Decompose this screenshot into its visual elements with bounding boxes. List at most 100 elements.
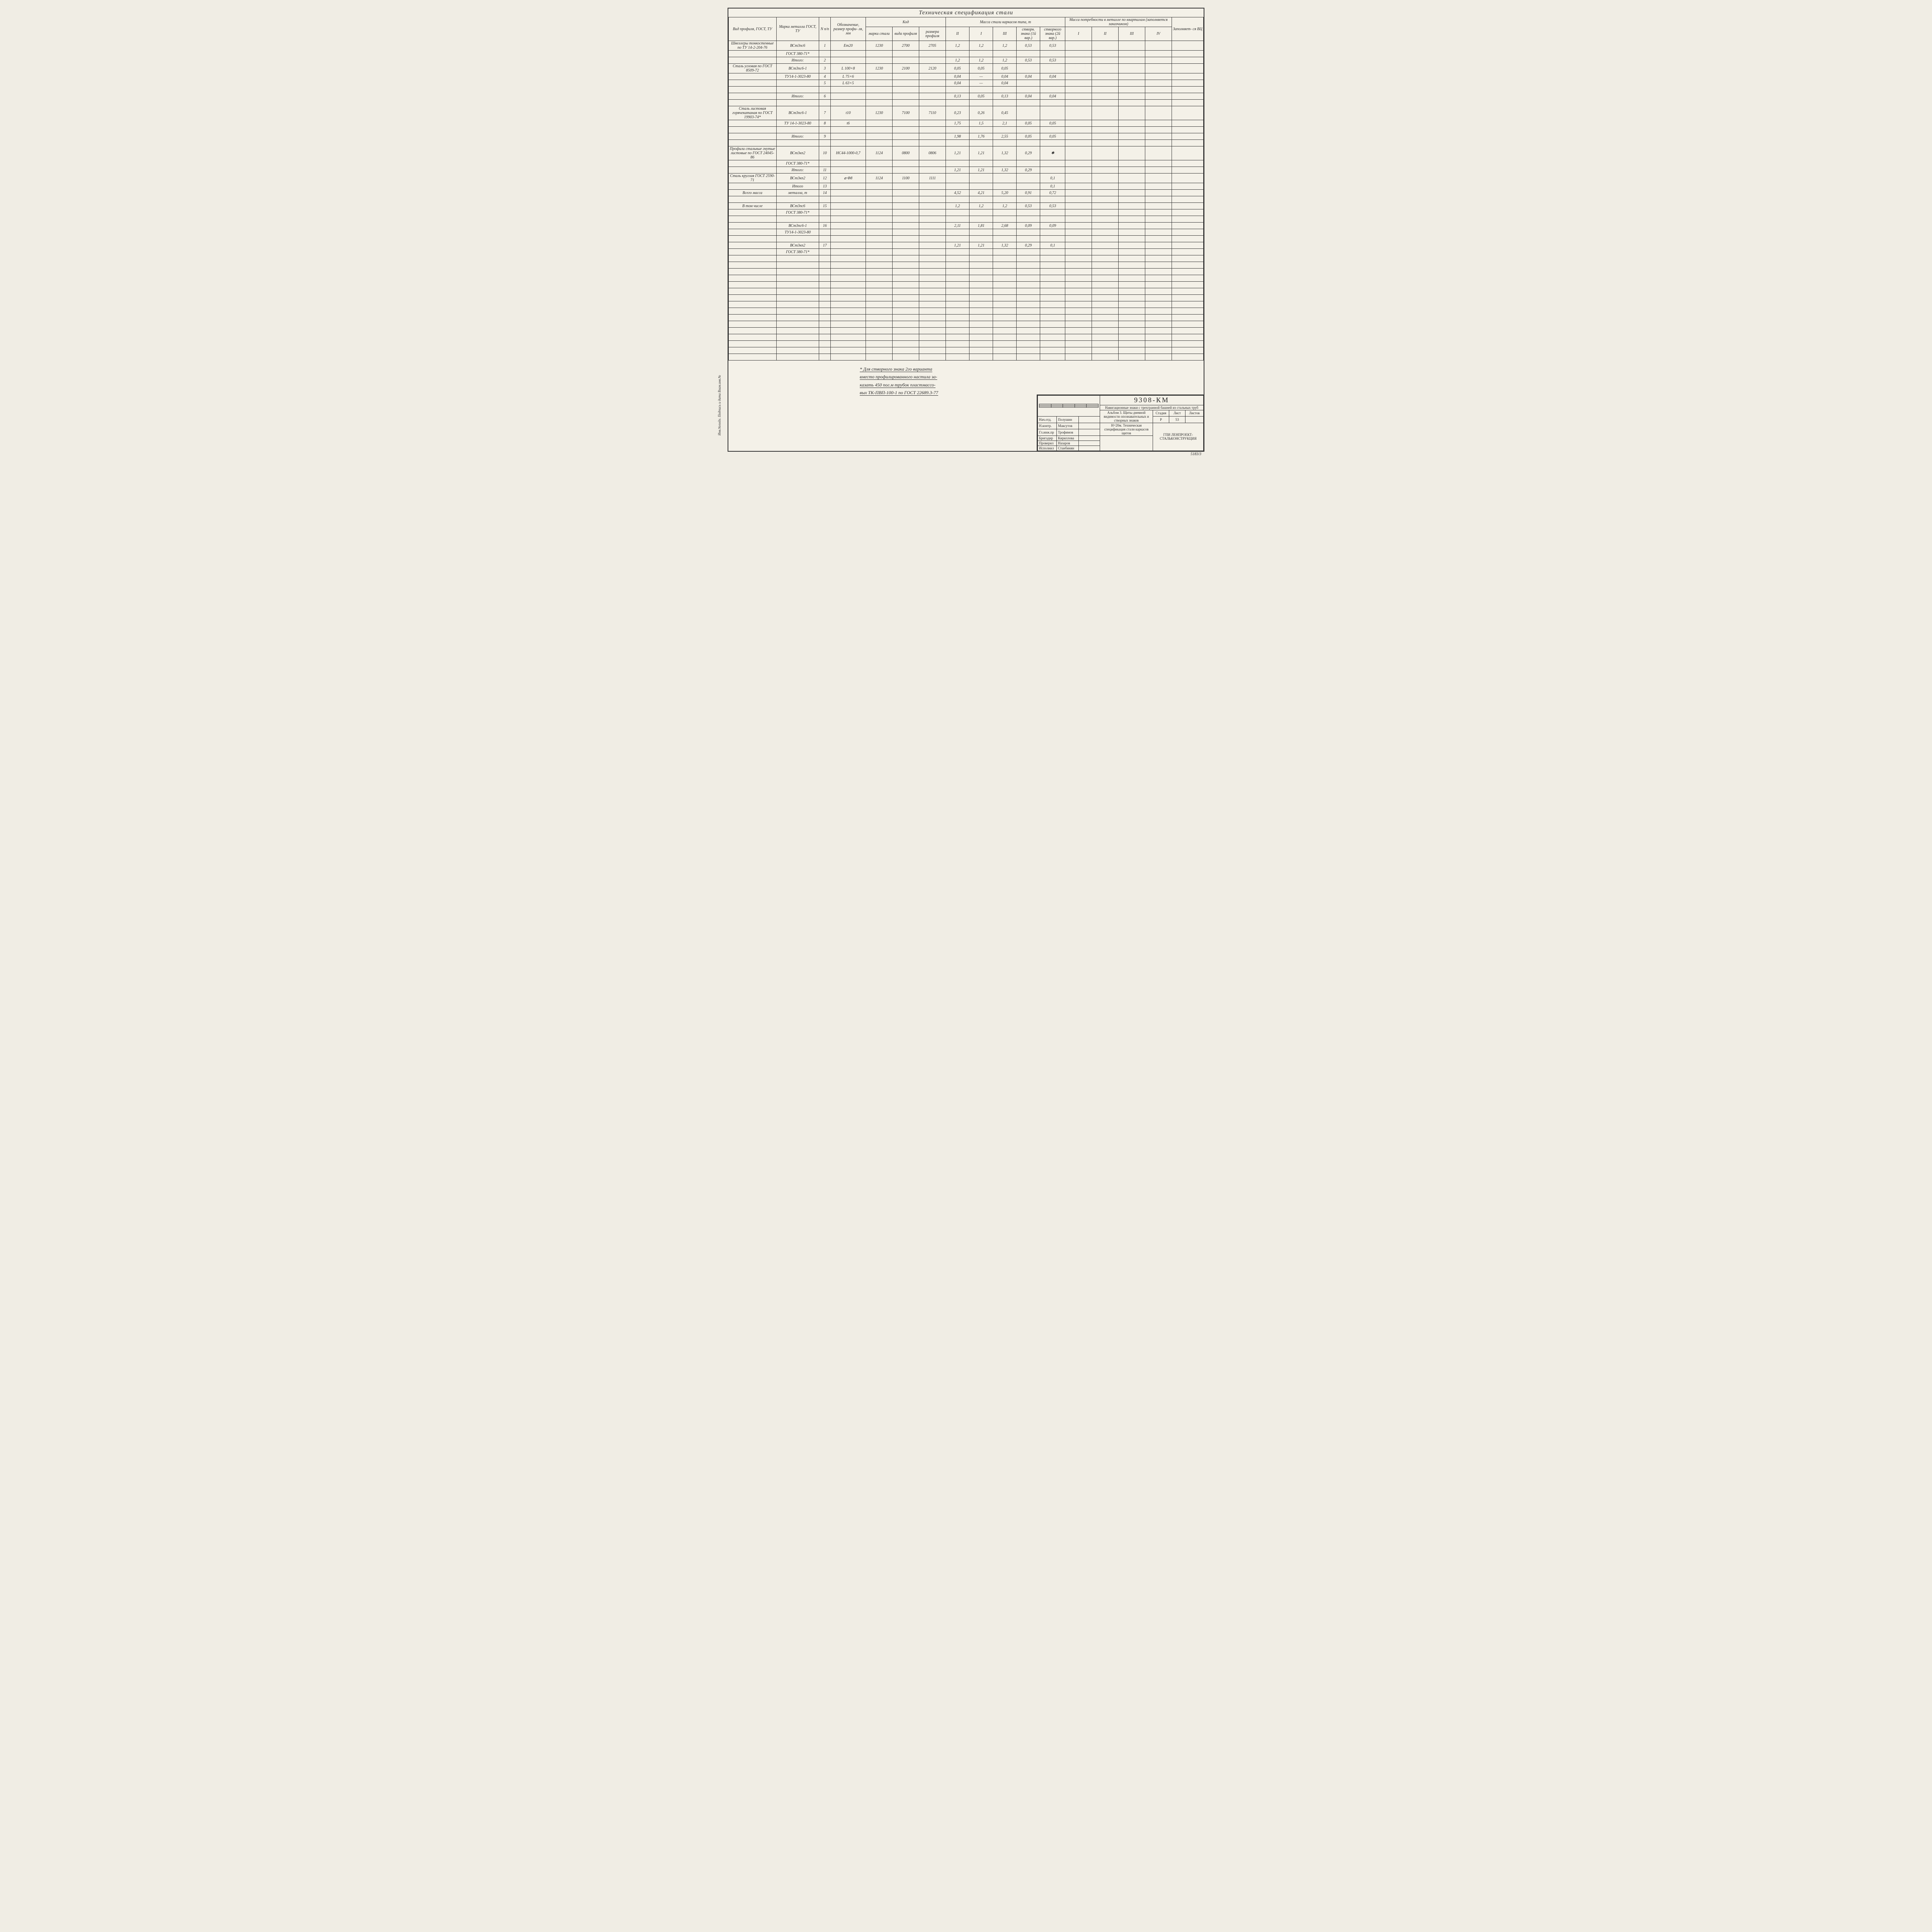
table-cell — [1092, 328, 1119, 334]
table-cell — [866, 347, 893, 354]
table-cell — [969, 196, 993, 203]
table-cell — [1145, 173, 1172, 183]
table-cell — [1065, 262, 1092, 269]
table-cell — [1040, 64, 1065, 73]
table-cell: Профили стальные гнутые листовые по ГОСТ… — [729, 146, 777, 160]
table-cell — [946, 196, 969, 203]
role-name: Трофимов — [1057, 429, 1079, 436]
table-cell: 0,05 — [969, 64, 993, 73]
table-cell — [1040, 51, 1065, 57]
table-cell — [1040, 249, 1065, 255]
table-cell — [1172, 51, 1203, 57]
table-cell — [893, 347, 919, 354]
table-cell — [1065, 203, 1092, 209]
table-cell: 0,26 — [969, 106, 993, 120]
stage-header: Стадия — [1153, 410, 1169, 417]
table-cell — [1065, 190, 1092, 196]
table-cell — [819, 315, 831, 321]
table-cell: 2,1 — [993, 120, 1017, 127]
table-cell — [819, 269, 831, 275]
table-cell — [993, 236, 1017, 242]
table-cell — [1145, 301, 1172, 308]
table-cell — [1040, 140, 1065, 146]
specification-table: Вид профиля, ГОСТ, ТУ Марка металла ГОСТ… — [728, 17, 1204, 361]
table-cell — [946, 328, 969, 334]
table-cell — [1040, 262, 1065, 269]
table-cell — [1040, 275, 1065, 282]
table-cell: 8 — [819, 120, 831, 127]
table-cell — [1119, 288, 1145, 295]
table-cell — [1092, 295, 1119, 301]
table-cell — [919, 321, 946, 328]
role-label: Бригадир — [1038, 435, 1057, 440]
table-row — [729, 255, 1204, 262]
table-cell — [1040, 328, 1065, 334]
table-cell — [946, 341, 969, 347]
table-cell: 0,45 — [993, 106, 1017, 120]
table-cell: 0,29 — [1017, 167, 1040, 173]
table-cell — [1065, 269, 1092, 275]
role-sign — [1079, 417, 1100, 423]
table-row: ВСт3кп2171,211,211,320,290,1 — [729, 242, 1204, 249]
table-cell — [1145, 160, 1172, 167]
table-cell — [1119, 255, 1145, 262]
table-cell — [969, 183, 993, 190]
table-cell — [831, 133, 866, 140]
table-cell — [1145, 328, 1172, 334]
table-cell — [831, 282, 866, 288]
table-cell — [946, 160, 969, 167]
table-row — [729, 100, 1204, 106]
table-cell: 17 — [819, 242, 831, 249]
sheets-value — [1185, 417, 1204, 423]
table-row: Итого:60,130,050,130,040,04 — [729, 93, 1204, 100]
table-cell — [1119, 127, 1145, 133]
table-cell — [866, 262, 893, 269]
table-cell — [1172, 73, 1203, 80]
table-cell — [866, 288, 893, 295]
table-cell — [729, 341, 777, 347]
table-cell — [866, 87, 893, 93]
table-cell — [1040, 321, 1065, 328]
table-cell: 4,52 — [946, 190, 969, 196]
table-cell: 1,98 — [946, 133, 969, 140]
table-cell — [819, 328, 831, 334]
table-cell — [729, 255, 777, 262]
table-cell — [969, 262, 993, 269]
table-row — [729, 269, 1204, 275]
table-cell — [969, 308, 993, 315]
table-cell — [776, 262, 819, 269]
table-cell — [1145, 140, 1172, 146]
table-cell — [993, 255, 1017, 262]
table-cell — [1172, 321, 1203, 328]
table-cell — [776, 236, 819, 242]
table-cell — [1065, 80, 1092, 87]
table-cell: ✱ — [1040, 146, 1065, 160]
table-cell — [1145, 255, 1172, 262]
table-cell: 1,81 — [969, 223, 993, 229]
table-cell — [993, 354, 1017, 361]
table-cell — [1092, 41, 1119, 51]
table-cell — [831, 57, 866, 64]
table-cell — [819, 87, 831, 93]
table-cell — [1172, 262, 1203, 269]
table-cell — [919, 203, 946, 209]
table-cell — [866, 160, 893, 167]
table-cell — [729, 127, 777, 133]
table-cell — [969, 51, 993, 57]
table-cell — [1172, 249, 1203, 255]
table-cell — [919, 347, 946, 354]
table-cell — [1092, 133, 1119, 140]
table-cell — [831, 127, 866, 133]
table-cell: 0,04 — [1040, 93, 1065, 100]
table-cell — [1040, 106, 1065, 120]
table-cell — [993, 288, 1017, 295]
table-cell: 0,1 — [1040, 183, 1065, 190]
table-row: В том числеВСт3пс6151,21,21,20,530,53 — [729, 203, 1204, 209]
table-row — [729, 127, 1204, 133]
table-cell — [776, 354, 819, 361]
table-row — [729, 315, 1204, 321]
table-cell — [969, 301, 993, 308]
table-cell — [893, 282, 919, 288]
table-cell — [1065, 140, 1092, 146]
table-cell — [819, 100, 831, 106]
